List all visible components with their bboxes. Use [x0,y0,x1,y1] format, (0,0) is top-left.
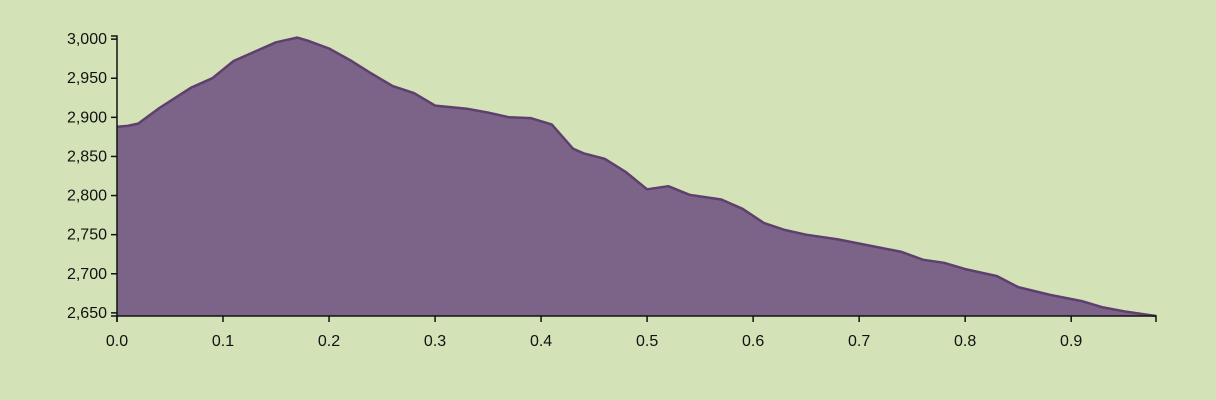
y-tick-label: 2,800 [67,188,107,205]
area-fill [117,37,1156,316]
y-axis: 2,650 2,700 2,750 2,800 2,850 2,900 2,950 3,000 [67,31,118,322]
x-axis-line [116,315,1157,322]
x-tick-label: 0.6 [742,333,764,350]
plot-area [116,36,1157,318]
y-tick-label: 2,700 [67,266,107,283]
y-tick-label: 2,950 [67,70,107,87]
y-tick-label: 3,000 [67,31,107,48]
x-tick-label: 0.8 [954,333,976,350]
x-tick-label: 0.2 [318,333,340,350]
x-tick-label: 0.4 [530,333,552,350]
area-line [116,36,1157,318]
x-axis: 0.0 0.1 0.2 0.3 0.4 0.5 0.6 0.7 0.8 0.9 [106,315,1157,350]
x-tick-label: 0.1 [212,333,234,350]
y-axis-line [111,35,118,317]
x-tick-label: 0.0 [106,333,128,350]
y-tick-label: 2,850 [67,148,107,165]
y-tick-label: 2,750 [67,227,107,244]
y-tick-label: 2,650 [67,305,107,322]
x-tick-label: 0.9 [1060,333,1082,350]
x-tick-label: 0.5 [636,333,658,350]
x-tick-label: 0.3 [424,333,446,350]
y-tick-label: 2,900 [67,109,107,126]
x-tick-label: 0.7 [848,333,870,350]
